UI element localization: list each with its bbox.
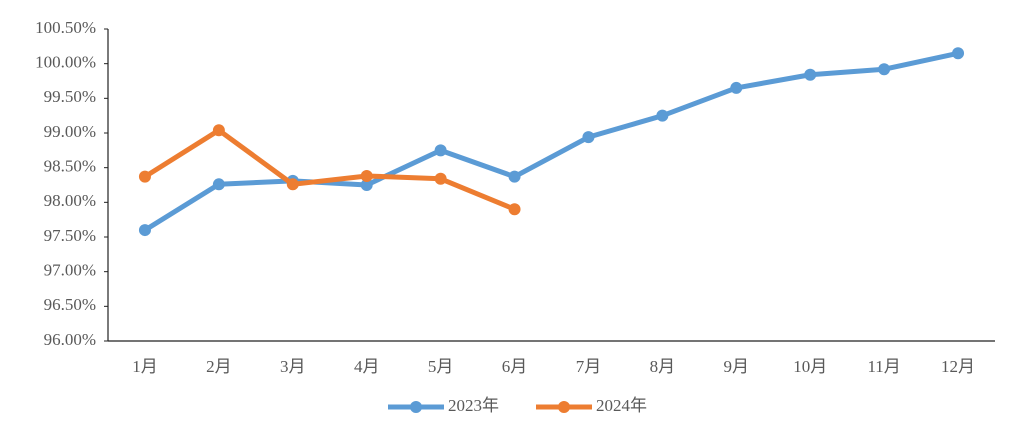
y-tick-label: 99.50% bbox=[44, 87, 96, 106]
point bbox=[286, 178, 299, 191]
y-tick-label: 97.50% bbox=[44, 226, 96, 245]
point bbox=[582, 131, 595, 144]
point bbox=[360, 179, 373, 191]
point bbox=[138, 170, 151, 183]
point bbox=[360, 169, 373, 182]
x-tick-label: 11月 bbox=[867, 357, 900, 376]
point bbox=[656, 109, 669, 122]
point bbox=[434, 172, 447, 185]
point bbox=[508, 170, 521, 183]
point bbox=[508, 203, 521, 216]
y-tick-label: 98.50% bbox=[44, 157, 96, 176]
x-tick-label: 9月 bbox=[724, 357, 750, 376]
x-tick-label: 2月 bbox=[206, 357, 232, 376]
point bbox=[212, 124, 225, 137]
point bbox=[730, 81, 743, 94]
legend-marker bbox=[558, 401, 570, 413]
point bbox=[138, 224, 151, 237]
x-tick-label: 5月 bbox=[428, 357, 454, 376]
series-line bbox=[143, 50, 959, 233]
legend-marker bbox=[410, 401, 422, 413]
x-tick-label: 3月 bbox=[280, 357, 306, 376]
y-tick-label: 100.50% bbox=[35, 18, 96, 37]
y-tick-label: 98.00% bbox=[44, 191, 96, 210]
y-tick-label: 96.50% bbox=[44, 295, 96, 314]
point bbox=[434, 144, 447, 157]
series-line bbox=[143, 127, 516, 212]
point bbox=[878, 63, 891, 76]
x-tick-label: 4月 bbox=[354, 357, 380, 376]
x-tick-label: 6月 bbox=[502, 357, 528, 376]
y-tick-label: 97.00% bbox=[44, 261, 96, 280]
x-tick-label: 12月 bbox=[941, 357, 975, 376]
point bbox=[952, 47, 965, 60]
y-tick-label: 99.00% bbox=[44, 122, 96, 141]
y-tick-label: 100.00% bbox=[35, 53, 96, 72]
x-tick-label: 10月 bbox=[793, 357, 827, 376]
point bbox=[212, 178, 225, 191]
x-tick-label: 8月 bbox=[650, 357, 676, 376]
x-tick-label: 7月 bbox=[576, 357, 602, 376]
point bbox=[804, 68, 817, 81]
legend-label: 2024年 bbox=[596, 396, 647, 415]
x-tick-label: 1月 bbox=[132, 357, 158, 376]
legend-label: 2023年 bbox=[448, 396, 499, 415]
y-tick-label: 96.00% bbox=[44, 330, 96, 349]
